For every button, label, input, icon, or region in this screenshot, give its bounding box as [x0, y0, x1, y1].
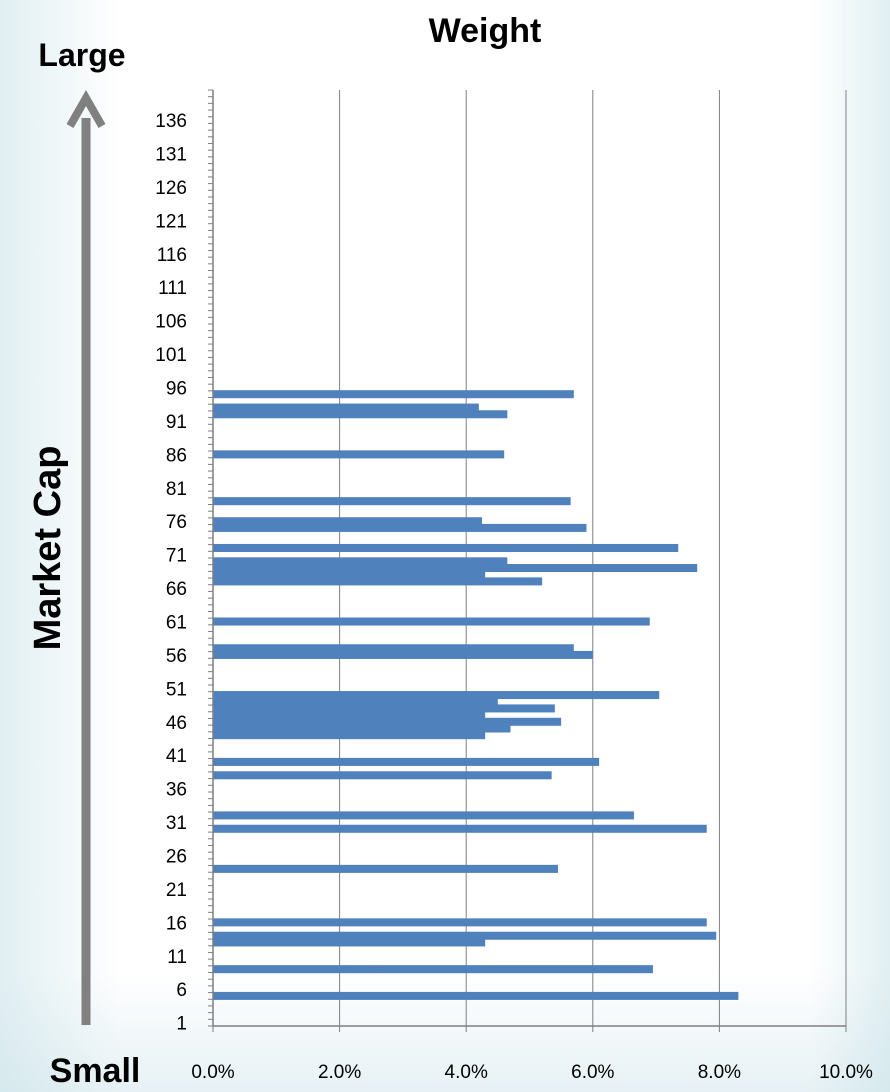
bar [213, 704, 555, 713]
y-tick-label: 71 [166, 546, 187, 567]
y-tick-label: 61 [166, 613, 187, 634]
y-tick-label: 26 [166, 847, 187, 868]
bar [213, 711, 486, 720]
x-tick-label: 2.0% [318, 1062, 361, 1083]
y-tick-label: 136 [155, 111, 187, 132]
bar [213, 403, 479, 412]
bar [213, 517, 483, 526]
bar [213, 523, 587, 532]
bar [213, 824, 707, 833]
y-tick-label: 96 [166, 379, 187, 400]
x-tick-label: 0.0% [191, 1062, 234, 1083]
y-tick-label: 131 [155, 145, 187, 166]
y-tick-label: 121 [155, 211, 187, 232]
bar [213, 410, 508, 419]
small-label: Small [50, 1052, 141, 1090]
y-tick-label: 66 [166, 579, 187, 600]
y-tick-label: 116 [157, 245, 187, 266]
bar [213, 731, 486, 740]
y-tick-label: 1 [176, 1014, 187, 1035]
y-tick-label: 76 [166, 512, 187, 533]
bar [213, 450, 505, 459]
x-tick-label: 6.0% [571, 1062, 614, 1083]
bar [213, 717, 562, 726]
bar [213, 577, 543, 586]
y-tick-label: 91 [166, 412, 187, 433]
bar [213, 757, 600, 766]
bars [213, 390, 739, 1000]
bar [213, 965, 653, 974]
y-tick-label: 51 [166, 679, 187, 700]
y-tick-label: 81 [166, 479, 187, 500]
bar [213, 864, 558, 873]
bar [213, 497, 571, 506]
bar [213, 811, 634, 820]
bar [213, 938, 486, 947]
large-label: Large [38, 37, 125, 73]
arrow-head [66, 89, 106, 128]
y-tick-label: 106 [155, 312, 187, 333]
y-tick-label: 6 [176, 980, 187, 1001]
bar [213, 557, 508, 566]
bar [213, 570, 486, 579]
bar [213, 918, 707, 927]
bar [213, 697, 498, 706]
y-tick-label: 46 [166, 713, 187, 734]
y-tick-label: 41 [166, 746, 187, 767]
bar [213, 724, 511, 733]
bar [213, 543, 679, 552]
y-tick-label: 11 [167, 947, 187, 968]
bar [213, 991, 739, 1000]
bar [213, 617, 650, 626]
market-cap-arrow [66, 89, 106, 1025]
y-tick-label: 16 [166, 913, 187, 934]
y-tick-label: 86 [166, 445, 187, 466]
x-tick-labels: 0.0% 2.0% 4.0% 6.0% 8.0% 10.0% [191, 1062, 873, 1083]
bar [213, 931, 717, 940]
y-tick-label: 21 [166, 880, 187, 901]
axes [208, 89, 847, 1032]
y-tick-label: 56 [166, 646, 187, 667]
bar [213, 390, 574, 399]
x-tick-label: 4.0% [445, 1062, 488, 1083]
y-tick-label: 126 [155, 178, 187, 199]
bar [213, 650, 593, 659]
bar [213, 564, 698, 573]
x-tick-label: 8.0% [698, 1062, 741, 1083]
y-tick-label: 31 [166, 813, 187, 834]
y-tick-label: 111 [158, 278, 187, 299]
y-tick-label: 36 [166, 780, 187, 801]
y-tick-labels: 1611162126313641465156616671768186919610… [155, 111, 187, 1035]
x-tick-label: 10.0% [819, 1062, 873, 1083]
bar [213, 644, 574, 653]
chart-title: Weight [429, 12, 542, 50]
bar [213, 691, 660, 700]
y-tick-label: 101 [155, 345, 187, 366]
y-axis-label: Market Cap [27, 446, 69, 651]
bar [213, 771, 552, 780]
